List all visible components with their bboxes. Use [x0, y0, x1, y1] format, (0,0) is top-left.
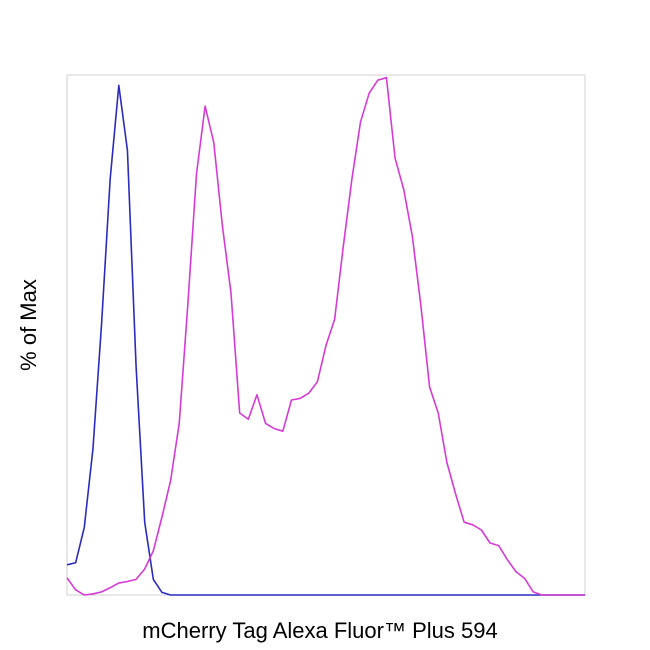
x-axis-label: mCherry Tag Alexa Fluor™ Plus 594 [142, 618, 497, 643]
series-line [66, 84, 585, 596]
y-axis-label: % of Max [16, 279, 41, 371]
series-line [66, 76, 585, 596]
